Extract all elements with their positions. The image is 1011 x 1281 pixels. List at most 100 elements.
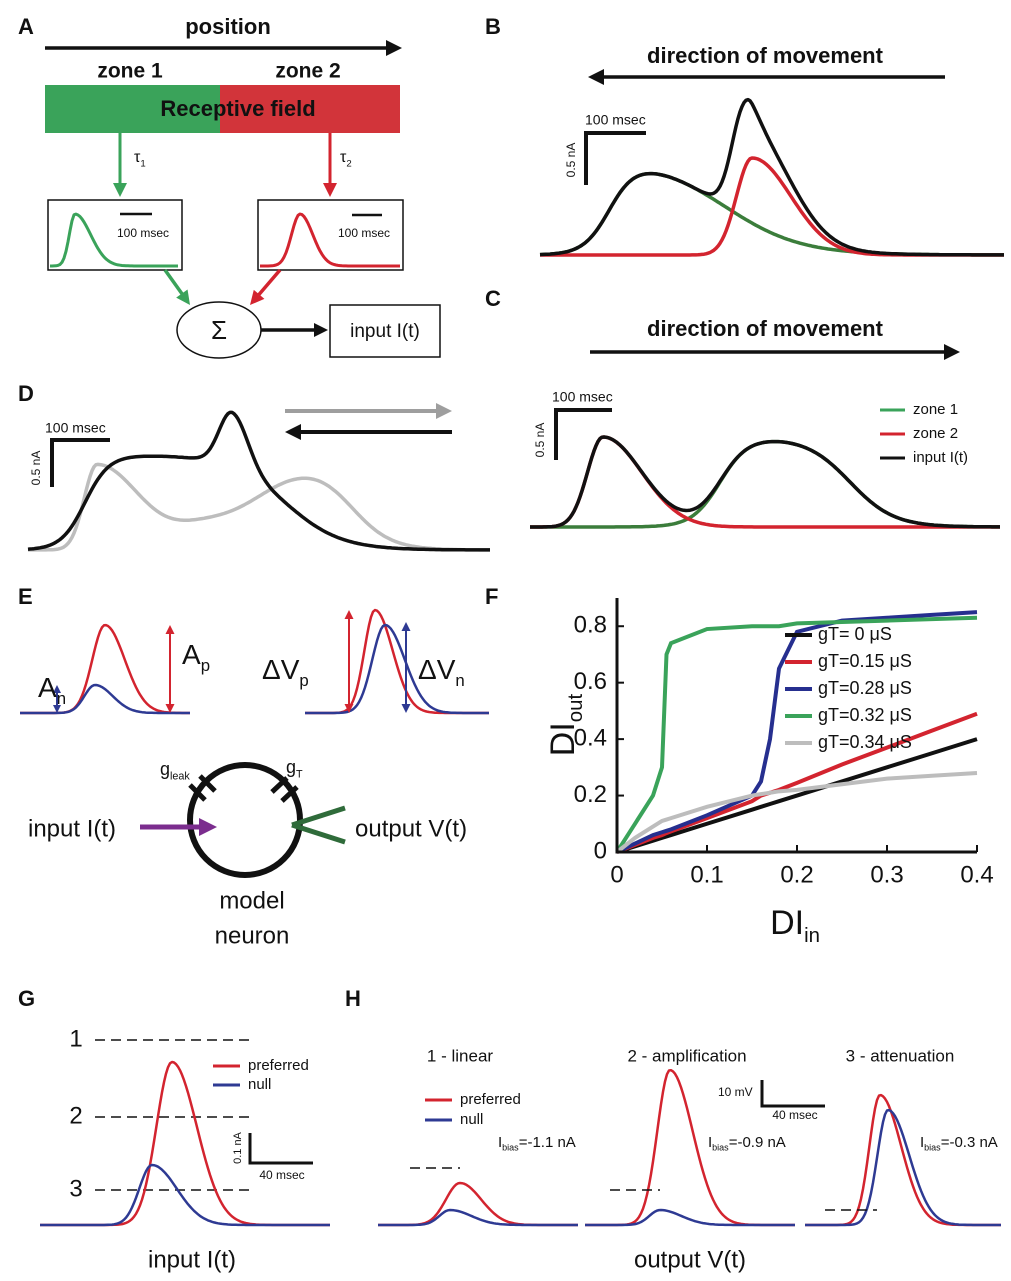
bias-label-sub: bias xyxy=(924,1143,941,1153)
direction-arrow-head xyxy=(436,403,452,419)
conductance-label-main: g xyxy=(286,757,296,777)
field-label: Receptive field xyxy=(160,96,315,121)
y-tick-label: 0.2 xyxy=(574,781,607,808)
tau-label: τ1 xyxy=(134,149,146,169)
amplitude-arrow-head xyxy=(53,685,61,693)
output-electrode xyxy=(291,822,346,845)
scale-bar xyxy=(50,438,110,487)
amplitude-label: Ap xyxy=(182,639,210,675)
scale-bar xyxy=(554,408,612,460)
x-tick-label: 0.1 xyxy=(690,861,723,888)
panel-label: C xyxy=(485,286,501,311)
amplitude-label-sub: n xyxy=(57,689,66,708)
bias-label-main: I xyxy=(708,1134,712,1151)
scale-label: 0.5 nA xyxy=(564,143,578,178)
y-axis-label: DIout xyxy=(544,693,587,756)
legend-label: gT=0.28 μS xyxy=(818,678,912,698)
input-trace xyxy=(539,97,1004,257)
tau-label-main: τ xyxy=(340,149,347,166)
zone-2-field xyxy=(220,85,400,133)
x-axis-label: DIin xyxy=(770,904,820,947)
scale-label: 100 msec xyxy=(338,226,390,240)
series-line xyxy=(616,737,978,854)
conductance-label-main: g xyxy=(160,759,170,779)
input-trace xyxy=(530,435,1000,529)
conductance-label-sub: leak xyxy=(170,770,190,782)
scale-label: 100 msec xyxy=(45,420,106,436)
legend-label: null xyxy=(460,1111,483,1128)
legend-label: gT=0.15 μS xyxy=(818,651,912,671)
title: position xyxy=(185,14,271,39)
amplitude-label: An xyxy=(38,672,66,708)
output-electrode xyxy=(291,805,346,828)
channel xyxy=(198,774,217,793)
zone-1-box xyxy=(47,199,183,271)
amplitude-arrow-head xyxy=(401,704,411,713)
bias-label: Ibias=-0.9 nA xyxy=(708,1134,786,1153)
null-trace xyxy=(585,1208,795,1227)
legend-label: input I(t) xyxy=(913,449,968,466)
legend-label: preferred xyxy=(248,1057,309,1074)
bias-label-sub: bias xyxy=(712,1143,729,1153)
caption: output V(t) xyxy=(634,1246,746,1273)
series-line xyxy=(616,711,978,854)
zone-2-box xyxy=(257,199,404,271)
amplitude-arrow-head xyxy=(401,622,411,631)
y-tick-label: 0.6 xyxy=(574,668,607,695)
bias-label-sub: bias xyxy=(502,1143,519,1153)
conductance-label-sub: T xyxy=(296,768,303,780)
trace xyxy=(27,410,490,552)
sum-arrow-head xyxy=(250,289,265,305)
title: direction of movement xyxy=(647,316,884,341)
channel xyxy=(270,776,289,794)
tau-label-sub: 2 xyxy=(346,158,351,169)
tau-label: τ2 xyxy=(340,149,352,169)
series-line xyxy=(616,610,978,854)
legend-label: gT= 0 μS xyxy=(818,624,892,644)
input-box xyxy=(329,304,441,358)
zone-label: zone 2 xyxy=(275,60,340,83)
direction-arrow-head xyxy=(285,424,301,440)
scale-label: 40 msec xyxy=(772,1108,817,1122)
input-label: input I(t) xyxy=(28,815,116,842)
amplitude-label-main: ΔV xyxy=(418,654,456,685)
direction-arrow-head xyxy=(588,69,604,85)
amplitude-label-main: ΔV xyxy=(262,654,300,685)
output-arrow-head xyxy=(314,323,328,337)
title: direction of movement xyxy=(647,43,884,68)
x-axis-label-main: DI xyxy=(770,904,804,942)
scale-label: 100 msec xyxy=(552,389,613,405)
bias-label-rest: =-0.9 nA xyxy=(729,1134,786,1151)
input-arrow-head xyxy=(199,818,217,836)
x-tick-label: 0.3 xyxy=(870,861,903,888)
subpanel-title: 1 - linear xyxy=(427,1046,493,1065)
series-line xyxy=(615,770,978,854)
sum-arrow xyxy=(255,268,282,298)
panel-label: A xyxy=(18,14,34,39)
zone-1-trace xyxy=(539,171,1004,257)
level-label: 2 xyxy=(69,1102,82,1129)
scale-label: 10 mV xyxy=(718,1085,753,1099)
conductance-label: gT xyxy=(286,757,303,780)
tau-arrow-head xyxy=(323,183,337,197)
subpanel-title: 2 - amplification xyxy=(627,1046,746,1065)
bias-label-rest: =-0.3 nA xyxy=(941,1134,998,1151)
amplitude-label: ΔVp xyxy=(262,654,309,690)
scale-bar xyxy=(248,1133,313,1165)
legend-label: gT=0.32 μS xyxy=(818,705,912,725)
x-tick-label: 0 xyxy=(610,861,623,888)
null-trace xyxy=(805,1108,1001,1227)
amplitude-arrow-head xyxy=(165,704,175,713)
legend-label: zone 1 xyxy=(913,401,958,418)
x-axis-label-sub: in xyxy=(804,925,820,947)
y-tick-label: 0.4 xyxy=(574,724,607,751)
null-trace xyxy=(40,1163,330,1227)
neuron-label: model xyxy=(219,887,284,914)
amplitude-label-sub: p xyxy=(299,671,308,690)
legend-label: gT=0.34 μS xyxy=(818,732,912,752)
bias-label: Ibias=-1.1 nA xyxy=(498,1134,576,1153)
subpanel-title: 3 - attenuation xyxy=(846,1046,955,1065)
level-label: 1 xyxy=(69,1025,82,1052)
null-trace xyxy=(305,623,489,715)
